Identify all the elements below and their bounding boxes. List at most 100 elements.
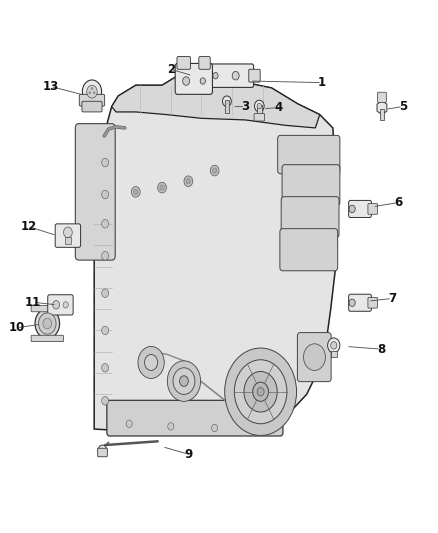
FancyBboxPatch shape	[31, 335, 64, 342]
FancyBboxPatch shape	[175, 63, 212, 94]
Circle shape	[145, 354, 158, 370]
Circle shape	[102, 364, 109, 372]
Text: 10: 10	[8, 321, 25, 334]
Text: 5: 5	[399, 100, 407, 113]
Circle shape	[186, 179, 191, 184]
FancyBboxPatch shape	[79, 94, 105, 106]
Circle shape	[173, 368, 195, 394]
FancyBboxPatch shape	[349, 200, 371, 217]
FancyBboxPatch shape	[297, 333, 331, 382]
FancyBboxPatch shape	[282, 165, 340, 206]
Circle shape	[180, 376, 188, 386]
Circle shape	[160, 185, 164, 190]
FancyBboxPatch shape	[75, 124, 115, 260]
FancyBboxPatch shape	[249, 69, 260, 82]
FancyBboxPatch shape	[254, 114, 265, 121]
FancyBboxPatch shape	[107, 400, 283, 436]
Circle shape	[184, 176, 193, 187]
Circle shape	[102, 158, 109, 167]
Circle shape	[102, 326, 109, 335]
Circle shape	[93, 92, 95, 94]
FancyBboxPatch shape	[82, 101, 102, 112]
Circle shape	[35, 309, 60, 338]
Circle shape	[244, 372, 277, 412]
Circle shape	[223, 96, 231, 107]
Polygon shape	[377, 101, 387, 115]
Circle shape	[63, 302, 68, 308]
Circle shape	[98, 445, 107, 456]
Text: 3: 3	[241, 100, 249, 113]
Circle shape	[64, 227, 72, 238]
Circle shape	[254, 100, 264, 112]
Circle shape	[131, 187, 140, 197]
Circle shape	[138, 346, 164, 378]
Circle shape	[102, 397, 109, 405]
FancyBboxPatch shape	[280, 229, 338, 271]
Circle shape	[39, 313, 56, 334]
Text: 11: 11	[25, 296, 41, 309]
Text: 12: 12	[20, 220, 37, 233]
Circle shape	[251, 423, 257, 430]
FancyBboxPatch shape	[281, 197, 339, 238]
Text: 2: 2	[167, 63, 175, 76]
Circle shape	[257, 387, 264, 396]
Text: 13: 13	[42, 80, 59, 93]
FancyBboxPatch shape	[368, 297, 378, 308]
Circle shape	[89, 92, 91, 94]
Circle shape	[212, 424, 218, 432]
Circle shape	[349, 299, 355, 306]
Circle shape	[234, 360, 287, 424]
Text: 6: 6	[395, 196, 403, 209]
Circle shape	[213, 72, 218, 79]
Text: 4: 4	[274, 101, 282, 114]
Circle shape	[168, 423, 174, 430]
FancyBboxPatch shape	[55, 224, 81, 247]
Text: 7: 7	[388, 292, 396, 305]
Circle shape	[102, 252, 109, 260]
Bar	[225, 100, 229, 113]
FancyBboxPatch shape	[368, 204, 378, 214]
Circle shape	[43, 318, 52, 329]
Circle shape	[210, 165, 219, 176]
FancyBboxPatch shape	[199, 56, 210, 69]
Circle shape	[328, 338, 340, 353]
Text: 8: 8	[377, 343, 385, 356]
Circle shape	[126, 420, 132, 427]
Bar	[257, 105, 262, 116]
FancyBboxPatch shape	[48, 295, 73, 315]
Circle shape	[304, 344, 325, 370]
Circle shape	[53, 301, 60, 309]
Circle shape	[183, 77, 190, 85]
Bar	[380, 109, 384, 120]
Circle shape	[349, 205, 355, 213]
Circle shape	[102, 220, 109, 228]
FancyBboxPatch shape	[349, 294, 371, 311]
FancyBboxPatch shape	[211, 64, 254, 87]
Circle shape	[331, 342, 337, 349]
Circle shape	[225, 348, 297, 435]
Circle shape	[102, 289, 109, 297]
Circle shape	[87, 85, 97, 98]
Polygon shape	[94, 75, 337, 433]
Circle shape	[257, 103, 261, 109]
Text: 1: 1	[318, 76, 326, 89]
FancyBboxPatch shape	[98, 448, 107, 457]
FancyBboxPatch shape	[278, 135, 340, 174]
Circle shape	[82, 80, 102, 103]
FancyBboxPatch shape	[31, 305, 64, 312]
Text: 9: 9	[184, 448, 192, 461]
Circle shape	[200, 78, 205, 84]
FancyBboxPatch shape	[378, 92, 386, 102]
Circle shape	[253, 382, 268, 401]
Circle shape	[158, 182, 166, 193]
Circle shape	[134, 189, 138, 195]
Circle shape	[212, 168, 217, 173]
Circle shape	[271, 420, 277, 427]
FancyBboxPatch shape	[177, 56, 191, 69]
Bar	[65, 237, 71, 244]
Circle shape	[167, 361, 201, 401]
Circle shape	[232, 71, 239, 80]
Bar	[331, 351, 337, 357]
Circle shape	[91, 87, 93, 90]
Circle shape	[102, 190, 109, 199]
